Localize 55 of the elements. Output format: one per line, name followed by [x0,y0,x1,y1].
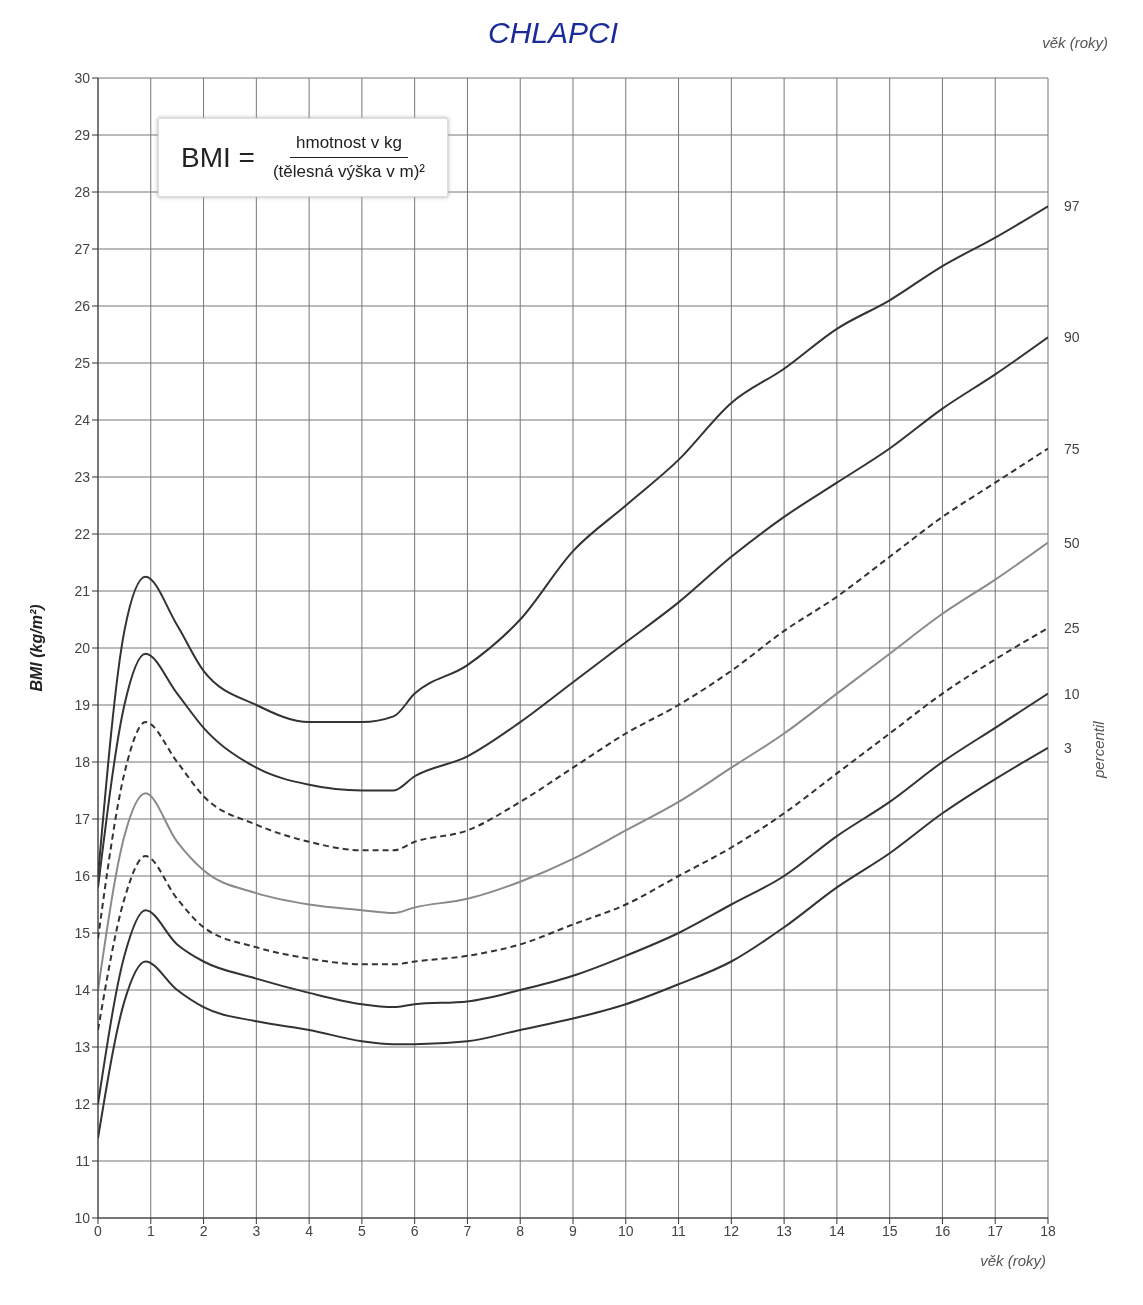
x-tick-label: 15 [881,1222,898,1239]
series-label: 50 [1064,534,1080,551]
x-tick-label: 10 [617,1222,634,1239]
x-tick-label: 2 [199,1222,208,1239]
x-tick-label: 14 [829,1222,845,1239]
series-label: 90 [1064,329,1080,346]
y-tick-label: 19 [74,696,91,713]
x-tick-label: 11 [671,1222,687,1239]
x-tick-label: 9 [569,1222,578,1239]
x-tick-label: 18 [1040,1222,1056,1239]
series-label: 3 [1064,739,1072,756]
y-tick-label: 16 [74,867,91,884]
x-tick-label: 3 [252,1222,261,1239]
y-tick-label: 24 [74,411,91,428]
y-tick-label: 13 [74,1038,91,1055]
x-axis-title: věk (roky) [980,1252,1046,1269]
x-tick-label: 1 [146,1222,155,1239]
y-tick-label: 20 [74,639,91,656]
y-tick-label: 25 [74,354,91,371]
annotation: BMI = [181,141,255,174]
series-label: 97 [1064,198,1080,215]
x-tick-label: 4 [305,1222,314,1239]
y-tick-label: 26 [74,297,91,314]
y2-axis-title: percentil [1090,721,1107,778]
y-tick-label: 15 [74,924,91,941]
x-tick-label: 7 [463,1222,472,1239]
x-tick-label: 17 [987,1222,1004,1239]
y-tick-label: 14 [74,981,91,998]
annotation: (tělesná výška v m)² [272,161,426,182]
y-tick-label: 23 [74,468,91,485]
y-tick-label: 27 [74,240,91,257]
x-tick-label: 6 [410,1222,419,1239]
y-tick-label: 30 [74,69,91,86]
x-tick-label: 5 [357,1222,366,1239]
series-label: 75 [1064,440,1080,457]
y-tick-label: 12 [74,1095,91,1112]
y-tick-label: 29 [74,126,91,143]
x-tick-label: 16 [934,1222,951,1239]
y-tick-label: 11 [75,1152,91,1169]
chart-title: CHLAPCI [488,16,619,50]
x-tick-label: 13 [776,1222,793,1239]
y-tick-label: 17 [74,810,91,827]
x2-axis-title: věk (roky) [1042,34,1108,51]
y-axis-title: BMI (kg/m²) [27,604,45,692]
y-tick-label: 21 [74,582,91,599]
y-tick-label: 18 [74,753,91,770]
y-tick-label: 28 [74,183,91,200]
y-tick-label: 22 [74,525,91,542]
x-tick-label: 0 [94,1222,103,1239]
x-tick-label: 8 [516,1222,525,1239]
y-tick-label: 10 [74,1209,91,1226]
annotation: hmotnost v kg [290,133,408,158]
series-label: 25 [1064,620,1080,637]
x-tick-label: 12 [723,1222,740,1239]
series-label: 10 [1064,685,1080,702]
